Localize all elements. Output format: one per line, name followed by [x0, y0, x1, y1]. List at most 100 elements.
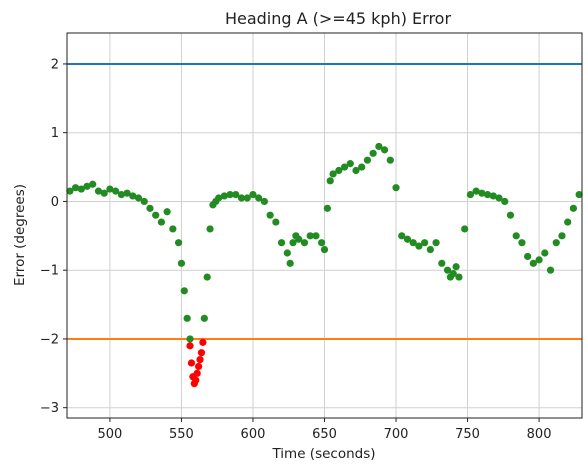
data-point — [174, 239, 183, 247]
data-point — [369, 149, 377, 157]
data-point — [495, 194, 503, 202]
data-point — [535, 256, 543, 264]
data-point — [380, 146, 389, 154]
data-point — [187, 359, 196, 367]
y-tick-label: −1 — [40, 264, 59, 279]
data-point — [478, 189, 486, 197]
data-point — [129, 192, 137, 200]
data-point — [272, 218, 280, 226]
data-point — [169, 225, 177, 233]
x-tick-label: 750 — [455, 427, 480, 442]
data-point — [203, 273, 211, 281]
data-point — [320, 245, 329, 254]
x-tick-label: 550 — [169, 427, 194, 442]
data-points — [66, 142, 583, 388]
data-point — [226, 190, 234, 199]
data-point — [312, 232, 320, 240]
data-point — [455, 273, 463, 281]
data-point — [323, 204, 331, 212]
data-point — [569, 204, 578, 212]
axis-ticks: 500 550 600 650 700 750 800 2 1 0 −1 −2 −3 — [40, 57, 552, 442]
data-point — [183, 314, 191, 322]
data-point — [398, 232, 406, 240]
x-tick-label: 500 — [98, 427, 123, 442]
data-point — [220, 192, 228, 200]
data-point — [501, 197, 509, 206]
data-point — [295, 235, 303, 243]
data-point — [94, 187, 103, 195]
data-point — [426, 245, 434, 254]
data-point — [558, 232, 566, 240]
data-point — [266, 211, 274, 219]
data-point — [71, 184, 80, 192]
data-point — [415, 242, 423, 250]
data-point — [546, 266, 555, 274]
y-tick-label: 2 — [51, 57, 59, 72]
data-point — [346, 160, 354, 168]
data-point — [326, 177, 334, 185]
data-point — [489, 192, 497, 200]
y-axis-title: Error (degrees) — [12, 184, 28, 286]
data-point — [564, 218, 572, 226]
data-point — [66, 187, 74, 195]
data-point — [200, 314, 208, 322]
data-point — [452, 263, 460, 271]
data-point — [260, 197, 269, 206]
data-point — [123, 189, 131, 197]
data-point — [461, 225, 469, 233]
data-point — [329, 170, 337, 178]
data-point — [358, 163, 366, 171]
data-point — [392, 184, 400, 192]
threshold-lines — [67, 62, 582, 340]
data-point — [363, 156, 372, 164]
data-point — [77, 185, 85, 193]
data-point — [449, 270, 457, 278]
data-point — [157, 218, 166, 226]
data-point — [199, 338, 207, 346]
data-point — [112, 187, 120, 195]
data-point — [106, 185, 114, 193]
data-point — [421, 239, 429, 247]
data-point — [529, 259, 537, 267]
data-point — [180, 287, 188, 295]
y-tick-label: −3 — [40, 401, 59, 416]
data-point — [215, 194, 223, 202]
data-point — [177, 259, 186, 267]
data-point — [541, 249, 549, 257]
data-point — [306, 232, 314, 240]
data-point — [196, 355, 204, 364]
y-tick-label: 1 — [51, 126, 59, 141]
data-point — [512, 232, 520, 240]
data-point — [146, 204, 154, 212]
data-point — [575, 190, 583, 199]
x-tick-label: 650 — [312, 427, 337, 442]
data-point — [506, 211, 515, 219]
data-point — [255, 194, 263, 202]
data-point — [232, 190, 240, 199]
data-point — [140, 197, 148, 206]
y-tick-label: 0 — [51, 195, 59, 210]
data-point — [286, 259, 294, 267]
data-point — [243, 194, 251, 202]
data-point — [403, 235, 412, 243]
data-point — [472, 187, 480, 195]
data-point — [443, 266, 452, 274]
data-point — [524, 252, 532, 261]
data-point — [386, 156, 394, 164]
y-tick-label: −2 — [40, 332, 59, 347]
x-axis-title: Time (seconds) — [271, 446, 375, 462]
data-point — [117, 190, 125, 199]
x-tick-label: 600 — [241, 427, 266, 442]
grid — [67, 33, 582, 418]
data-point — [432, 239, 440, 247]
data-point — [552, 239, 560, 247]
data-point — [83, 182, 91, 190]
data-point — [193, 369, 201, 377]
data-point — [249, 190, 257, 199]
data-point — [352, 166, 360, 175]
data-point — [289, 239, 297, 247]
data-point — [318, 239, 326, 247]
data-point — [163, 208, 171, 216]
data-point — [237, 194, 246, 202]
